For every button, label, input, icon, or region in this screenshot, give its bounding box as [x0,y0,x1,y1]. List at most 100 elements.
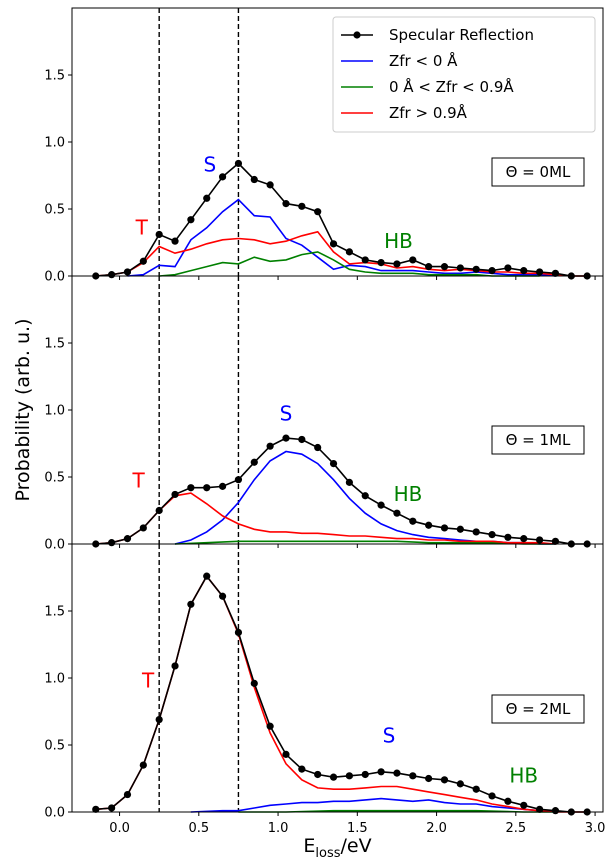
specular-point [314,208,322,216]
specular-point [250,175,258,184]
y-axis-label: Probability (arb. u.) [12,319,34,502]
x-axis-label-subscript: loss [315,846,340,861]
y-tick-label: 1.0 [44,404,65,419]
zfr-negative-line [190,797,556,813]
x-tick-label: 2.0 [426,821,447,836]
specular-point [171,237,179,245]
specular-point [282,750,290,758]
specular-point [377,259,385,267]
specular-point [361,492,369,500]
specular-point [234,159,243,168]
peak-label-hb: HB [384,229,413,253]
specular-point [345,248,353,256]
coverage-box [491,694,585,724]
specular-point [520,535,528,543]
peak-label-s: S [383,723,396,747]
specular-point [504,797,512,805]
specular-point [425,521,433,529]
zfr-positive-line [95,492,556,545]
specular-point [440,263,449,271]
specular-point [266,181,274,189]
coverage-label: Θ = 2ML [506,700,571,718]
specular-point [123,268,132,276]
specular-point [234,476,243,484]
zfr-mid-line [159,251,540,277]
peak-label-hb: HB [509,764,538,788]
specular-point [298,765,306,773]
zfr-mid-line [174,540,556,545]
specular-point [218,592,227,600]
peak-label-t: T [135,215,149,239]
y-tick-label: 0.5 [44,203,65,218]
specular-point [456,525,464,533]
coverage-box [491,157,585,187]
specular-point [393,260,401,268]
legend-label: Zfr < 0 Å [389,51,458,70]
specular-point [425,774,433,783]
legend-marker [353,31,361,39]
specular-point [488,792,496,800]
specular-point [266,722,274,730]
specular-point [409,517,417,525]
specular-point [551,537,560,545]
y-tick-label: 0.5 [44,471,65,486]
specular-point [535,805,544,813]
specular-point [298,202,306,210]
specular-point [108,539,116,547]
specular-point [171,662,179,670]
specular-point [520,267,528,275]
specular-point [314,770,322,779]
specular-point [203,484,211,492]
specular-point [488,531,496,539]
x-tick-label: 2.5 [505,821,526,836]
legend-label: Specular Reflection [389,26,534,44]
specular-point [345,772,353,780]
specular-point [298,435,306,444]
specular-point [393,769,401,777]
specular-point [139,257,147,265]
specular-point [551,807,560,815]
y-tick-label: 0.0 [44,806,65,821]
specular-point [440,524,449,532]
y-tick-label: 1.0 [44,672,65,687]
specular-point [472,785,480,793]
x-tick-label: 1.0 [268,821,289,836]
specular-point [551,269,560,277]
peak-label-s: S [280,402,293,426]
legend-box [332,16,596,133]
specular-point [155,506,163,515]
specular-point [282,200,290,208]
specular-point [155,715,163,724]
specular-point [504,533,512,541]
specular-point [472,265,480,273]
specular-point [282,434,290,442]
zfr-positive-line [95,230,588,277]
specular-point [329,460,338,468]
specular-point [187,600,195,608]
specular-point [488,267,496,275]
specular-point [329,773,338,781]
specular-point [234,628,243,637]
specular-point [456,264,464,272]
legend-label: Zfr > 0.9Å [389,103,468,122]
y-tick-label: 0.5 [44,739,65,754]
coverage-box [491,425,585,455]
specular-point [440,776,449,784]
specular-point [218,482,227,490]
legend-label: 0 Å < Zfr < 0.9Å [389,77,514,96]
y-tick-label: 1.5 [44,605,65,620]
y-tick-label: 0.0 [44,538,65,553]
peak-label-t: T [141,668,155,692]
panel-1: 0.0 0.5 1.0 1.5 T S HB Θ = 1ML [44,275,604,553]
specular-point [472,528,480,536]
specular-point [187,484,195,492]
specular-point [108,804,116,812]
x-axis-label: Eloss/eV [303,835,371,861]
coverage-label: Θ = 1ML [506,431,571,449]
y-tick-label: 0.0 [44,270,65,285]
panel-2: 0.0 0.5 1.0 1.5 T S HB Θ = 2ML [44,543,604,821]
peak-label-hb: HB [394,482,423,506]
specular-point [345,478,353,486]
specular-point [203,194,211,202]
